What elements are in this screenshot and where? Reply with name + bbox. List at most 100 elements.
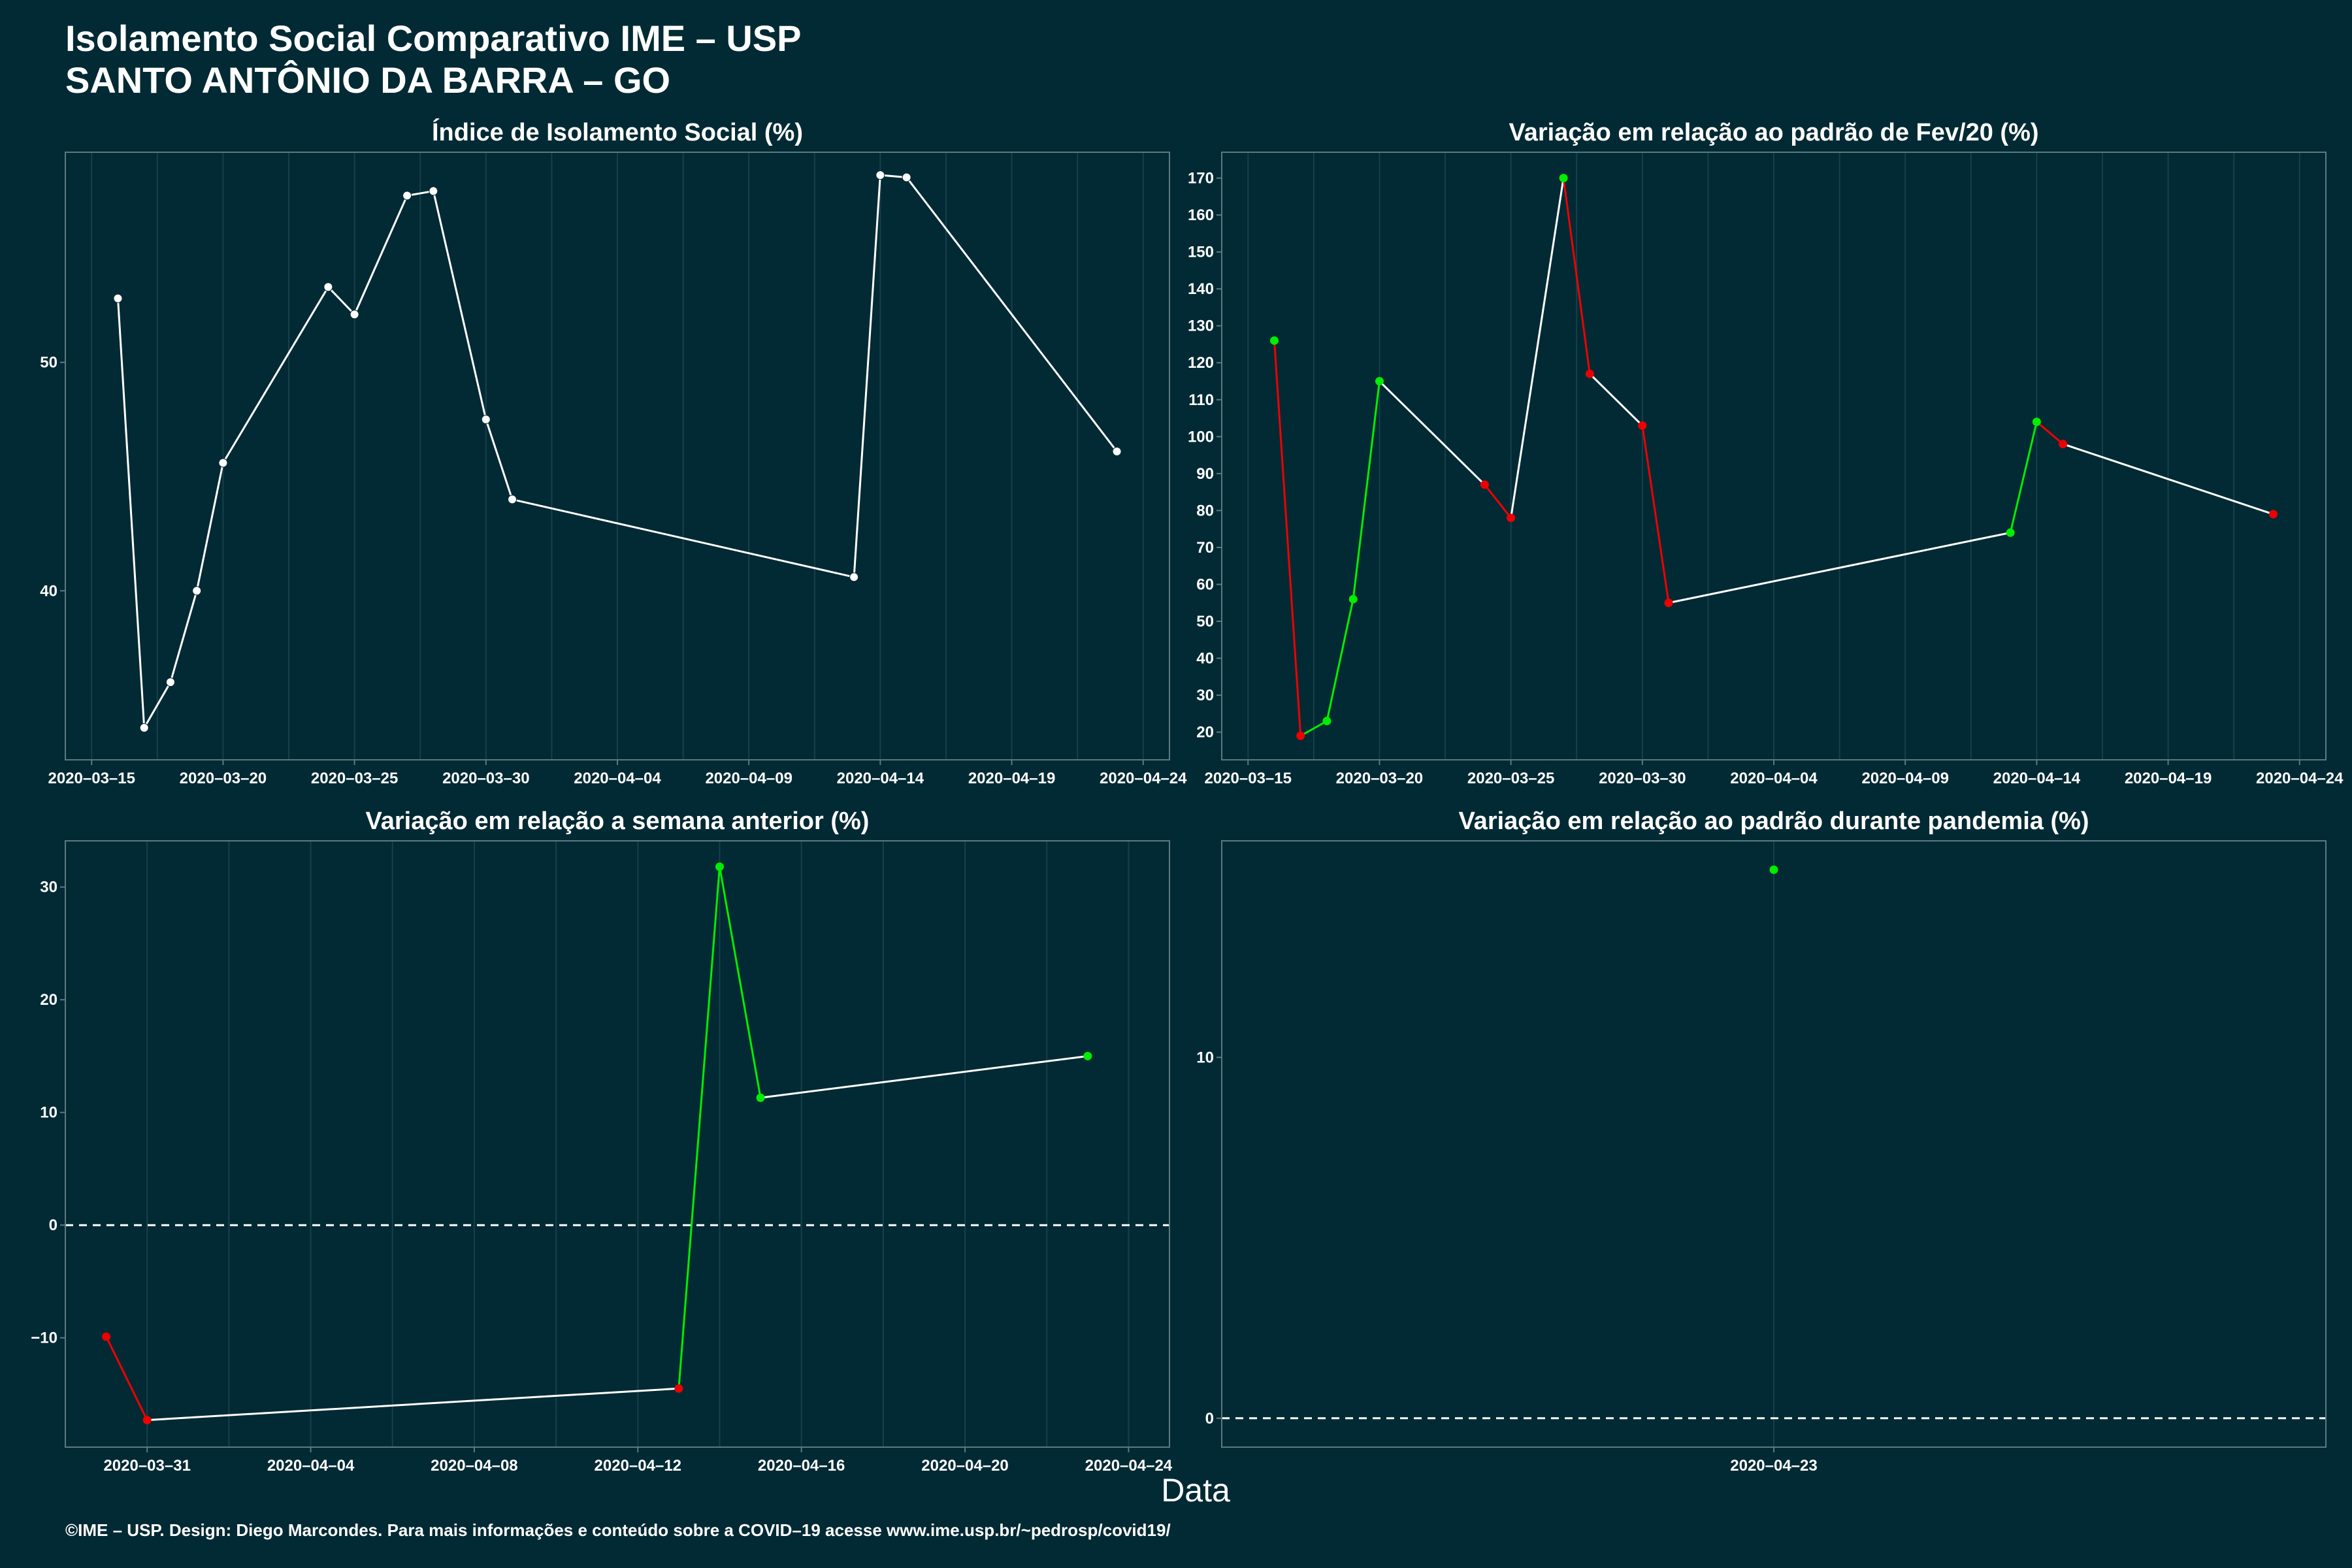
x-tick-label: 2020–04–04 [1730,770,1818,787]
data-point [350,310,359,319]
series-segment [719,866,762,1098]
y-tick-label: 10 [40,1104,57,1122]
series-segment [760,1054,1088,1099]
x-tick-label: 2020–04–14 [1993,770,2081,787]
data-point [508,495,517,504]
y-tick-label: 80 [1196,502,1214,519]
x-tick-label: 2020–04–04 [574,770,661,787]
y-tick-label: 40 [40,582,57,600]
y-tick-label: 10 [1196,1049,1214,1066]
x-tick-label: 2020–03–20 [1336,770,1423,787]
panel-title: Índice de Isolamento Social (%) [432,118,803,146]
x-tick-label: 2020–04–14 [837,770,924,787]
y-tick-label: 50 [40,354,57,372]
y-tick-label: −10 [31,1330,57,1347]
series-segment [512,498,855,578]
y-tick-label: 140 [1188,280,1214,298]
y-tick-label: 90 [1196,465,1214,483]
y-tick-label: 100 [1188,428,1214,446]
data-point [113,293,123,303]
series-segment [1352,381,1380,600]
series-segment [1562,178,1591,374]
x-tick-label: 2020–04–20 [921,1457,1008,1475]
data-point [218,458,228,468]
series-segment [2009,421,2038,533]
data-point [402,191,412,201]
data-point [756,1093,765,1102]
x-tick-label: 2020–03–20 [180,770,267,787]
data-point [1585,369,1594,378]
y-tick-label: 130 [1188,318,1214,335]
data-point [481,415,491,425]
x-tick-label: 2020–04–12 [595,1457,681,1475]
chart-panel-2: Variação em relação ao padrão de Fev/20 … [1188,119,2344,787]
data-point [1083,1051,1092,1060]
data-point [2269,510,2278,519]
series-segment [432,191,487,420]
data-point [1664,598,1673,608]
data-point [674,1384,683,1393]
series-segment [2036,421,2064,445]
y-tick-label: 40 [1196,650,1214,668]
panel-title: Variação em relação a semana anterior (%… [366,808,870,835]
series-segment [143,681,172,728]
panel-border [65,840,1170,1448]
series-segment [1484,483,1512,519]
series-segment [1273,340,1302,736]
data-point [902,172,911,182]
data-point [1112,447,1122,457]
series-segment [1641,425,1670,603]
series-segment [327,286,355,316]
data-point [849,572,859,582]
y-tick-label: 110 [1188,391,1214,409]
x-tick-label: 2020–03–15 [1204,770,1291,787]
series-segment [1668,531,2011,604]
data-point [1322,717,1331,726]
series-segment [169,590,198,683]
caption: ©IME – USP. Design: Diego Marcondes. Par… [65,1520,1171,1540]
series-segment [1510,178,1565,518]
x-tick-label: 2020–04–19 [968,770,1055,787]
data-point [192,586,202,596]
chart-panel-4: Variação em relação ao padrão durante pa… [1196,808,2327,1475]
y-tick-label: 30 [1196,687,1214,704]
x-tick-label: 2020–03–30 [442,770,529,787]
data-point [2006,528,2015,537]
y-tick-label: 20 [1196,724,1214,742]
x-tick-label: 2020–03–25 [311,770,398,787]
y-tick-label: 0 [1205,1410,1214,1428]
x-tick-label: 2020–04–24 [1100,770,1187,787]
y-tick-label: 70 [1196,539,1214,557]
series-segment [1589,373,1643,427]
series-segment [485,419,514,500]
data-point [1559,174,1568,183]
series-segment [2063,443,2274,515]
data-point [142,1416,152,1425]
chart-panel-3: Variação em relação a semana anterior (%… [31,808,1173,1475]
data-point [1375,377,1384,386]
data-point [875,170,885,180]
y-tick-label: 160 [1188,206,1214,224]
data-point [429,186,438,196]
x-tick-label: 2020–04–08 [431,1457,517,1475]
x-tick-label: 2020–04–04 [267,1457,355,1475]
data-point [102,1332,111,1341]
series-segment [116,298,146,728]
y-tick-label: 50 [1196,613,1214,630]
data-point [2059,440,2068,449]
series-segment [195,463,224,591]
series-segment [147,1387,679,1422]
x-tick-label: 2020–04–09 [705,770,792,787]
x-axis-label: Data [1161,1472,1230,1509]
x-tick-label: 2020–04–23 [1730,1457,1817,1475]
y-tick-label: 150 [1188,244,1214,261]
data-point [1769,865,1778,874]
x-tick-label: 2020–04–09 [1861,770,1948,787]
series-segment [105,1336,148,1421]
chart-title: Isolamento Social Comparativo IME – USP [65,18,802,59]
x-tick-label: 2020–03–31 [103,1457,190,1475]
series-segment [1326,598,1354,721]
chart-panel-1: Índice de Isolamento Social (%) 40 50 2020–… [40,118,1187,787]
series-segment [353,195,408,315]
